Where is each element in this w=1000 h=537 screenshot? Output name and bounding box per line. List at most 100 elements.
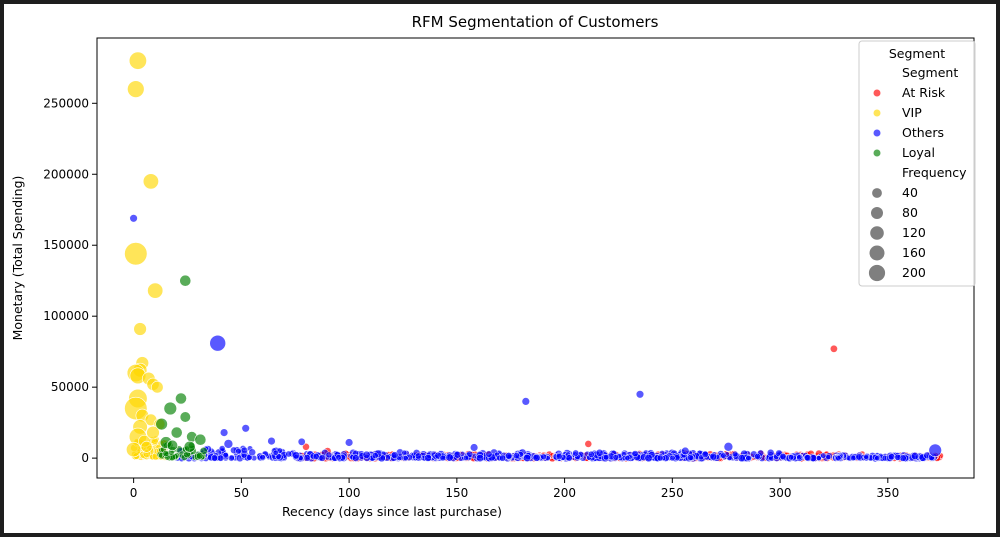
legend-size-label: 200 [902, 265, 926, 280]
scatter-point [302, 442, 310, 451]
legend-marker [873, 89, 881, 97]
scatter-point [445, 453, 454, 462]
scatter-point [687, 454, 694, 461]
scatter-point [709, 452, 718, 461]
x-axis: 0 50 100 150 200 250 300 350 [130, 478, 899, 500]
scatter-point [681, 446, 690, 456]
scatter-point [194, 433, 207, 446]
scatter-point [584, 439, 593, 448]
x-tick-label: 200 [553, 486, 576, 500]
scatter-point [635, 390, 645, 399]
legend-items: Segment At Risk VIP Others Loyal Frequency 40 8… [868, 65, 967, 282]
scatter-point [170, 426, 183, 439]
x-tick-label: 150 [445, 486, 468, 500]
scatter-point [151, 381, 164, 394]
legend-size-title: Frequency [902, 165, 967, 180]
scatter-point [335, 454, 342, 461]
chart-title: RFM Segmentation of Customers [412, 13, 659, 31]
y-tick-label: 100000 [43, 309, 89, 323]
scatter-point [928, 443, 942, 457]
scatter-point [318, 454, 326, 462]
legend-marker [873, 129, 881, 137]
scatter-point [147, 282, 164, 299]
scatter-point [669, 454, 676, 462]
scatter-point [555, 453, 563, 460]
scatter-point [414, 452, 422, 460]
scatter-point [183, 440, 196, 453]
scatter-point [217, 454, 225, 462]
scatter-point [462, 454, 470, 461]
scatter-point [453, 451, 462, 459]
scatter-point [140, 440, 153, 453]
legend-size-label: 80 [902, 205, 918, 220]
scatter-point [612, 454, 620, 461]
scatter-point [127, 80, 145, 98]
x-axis-label: Recency (days since last purchase) [282, 504, 502, 519]
legend-marker [873, 109, 881, 117]
scatter-point [241, 424, 250, 433]
scatter-point [129, 214, 138, 223]
scatter-point [163, 401, 178, 416]
scatter-point [835, 455, 842, 462]
legend-size-label: 160 [902, 245, 926, 260]
scatter-point [723, 441, 734, 452]
scatter-point [855, 453, 863, 461]
scatter-point [595, 448, 604, 457]
scatter-point [162, 450, 170, 457]
scatter-point [179, 274, 192, 287]
scatter-point [142, 173, 159, 190]
legend-size-marker [868, 264, 886, 282]
scatter-point [863, 454, 870, 460]
legend-size-label: 40 [902, 185, 918, 200]
scatter-point [210, 454, 219, 462]
scatter-point [325, 451, 333, 459]
plot-area [96, 37, 975, 479]
scatter-point [644, 454, 653, 463]
scatter-point [911, 452, 919, 460]
scatter-point [219, 428, 229, 437]
legend-label: Others [902, 125, 944, 140]
scatter-point [720, 452, 727, 459]
scatter-point [362, 450, 371, 459]
legend-box [858, 40, 976, 287]
scatter-point [439, 454, 447, 462]
x-tick-label: 350 [876, 486, 899, 500]
scatter-point [196, 452, 204, 460]
scatter-point [894, 453, 902, 461]
legend-size-marker [869, 245, 885, 261]
scatter-point [521, 397, 530, 406]
points-layer [124, 51, 944, 463]
legend-label: VIP [902, 105, 922, 120]
scatter-point [272, 449, 279, 456]
legend-size-marker [871, 207, 883, 219]
scatter-point [701, 450, 709, 458]
scatter-point [499, 454, 507, 462]
scatter-point [656, 454, 664, 462]
scatter-point [540, 453, 547, 461]
scatter-point [179, 411, 191, 423]
scatter-point [850, 454, 857, 462]
x-tick-label: 100 [338, 486, 361, 500]
scatter-point [223, 439, 234, 449]
scatter-point [737, 454, 746, 463]
scatter-point [766, 448, 775, 457]
legend-size-marker [870, 226, 884, 240]
y-axis: 0 50000 100000 150000 200000 250000 [43, 96, 97, 465]
scatter-point [587, 450, 595, 458]
scatter-point [126, 442, 142, 458]
scatter-point [476, 454, 484, 463]
scatter-point [874, 455, 880, 461]
scatter-point [209, 334, 226, 352]
scatter-point [745, 455, 752, 462]
scatter-point [523, 454, 532, 462]
scatter-point [259, 454, 266, 461]
scatter-point [565, 454, 573, 462]
y-tick-label: 50000 [51, 380, 89, 394]
series-vip [124, 51, 170, 461]
scatter-point [424, 454, 432, 462]
scatter-point [166, 439, 178, 452]
scatter-point [532, 453, 541, 462]
scatter-point [235, 448, 242, 455]
scatter-point [787, 454, 795, 461]
x-tick-label: 250 [661, 486, 684, 500]
